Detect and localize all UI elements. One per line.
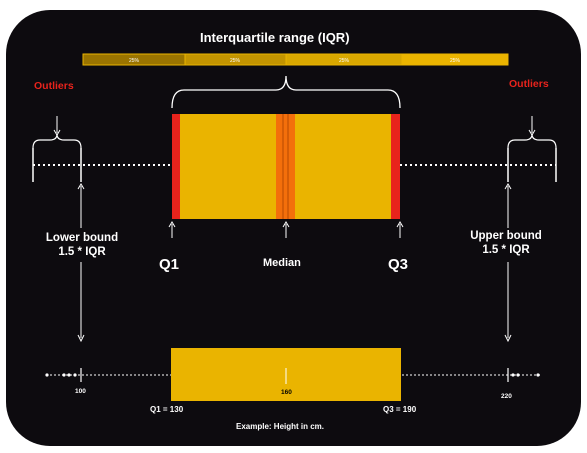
outliers-left-label: Outliers — [34, 80, 74, 92]
strip-segment-3-label: 25% — [339, 58, 350, 64]
outlier-point — [62, 373, 66, 377]
q3-label: Q3 — [388, 256, 409, 273]
iqr-box — [172, 114, 400, 219]
example-upper-value: 220 — [501, 393, 512, 400]
outlier-point — [67, 373, 71, 377]
strip-segment-2-label: 25% — [230, 58, 241, 64]
median-band — [276, 114, 295, 219]
example-q3-caption: Q3 = 190 — [383, 405, 417, 414]
diagram-title: Interquartile range (IQR) — [200, 30, 350, 45]
q1-label: Q1 — [159, 256, 180, 273]
strip-segment-1-label: 25% — [129, 58, 140, 64]
left-outlier-bracket — [32, 116, 82, 182]
outlier-point — [45, 373, 49, 377]
upper-bound-line1: Upper bound — [470, 230, 542, 242]
strip-segment-4-label: 25% — [450, 58, 461, 64]
upper-bound-line2: 1.5 * IQR — [482, 244, 530, 256]
lower-bound-label: Lower bound 1.5 * IQR — [42, 231, 122, 259]
example-median-value: 160 — [281, 389, 292, 396]
lower-bound-line1: Lower bound — [45, 232, 119, 244]
outlier-point — [511, 373, 515, 377]
pointer-arrows — [77, 183, 512, 343]
q1-edge — [172, 114, 180, 219]
quartile-strip: 25% 25% 25% 25% — [82, 53, 509, 66]
example-plot — [45, 348, 540, 401]
strip-segment-4 — [401, 53, 509, 66]
example-note: Example: Height in cm. — [236, 422, 325, 431]
example-lower-value: 100 — [75, 388, 86, 395]
upper-bound-label: Upper bound 1.5 * IQR — [465, 229, 547, 257]
outlier-point — [536, 373, 540, 377]
example-q1-caption: Q1 = 130 — [150, 405, 184, 414]
outlier-point — [73, 373, 77, 377]
lower-bound-line2: 1.5 * IQR — [58, 246, 106, 258]
iqr-brace — [171, 75, 401, 109]
q3-edge — [391, 114, 400, 219]
right-outlier-bracket — [507, 116, 557, 182]
median-label: Median — [263, 257, 301, 269]
outliers-right-label: Outliers — [509, 78, 549, 90]
outlier-point — [516, 373, 520, 377]
